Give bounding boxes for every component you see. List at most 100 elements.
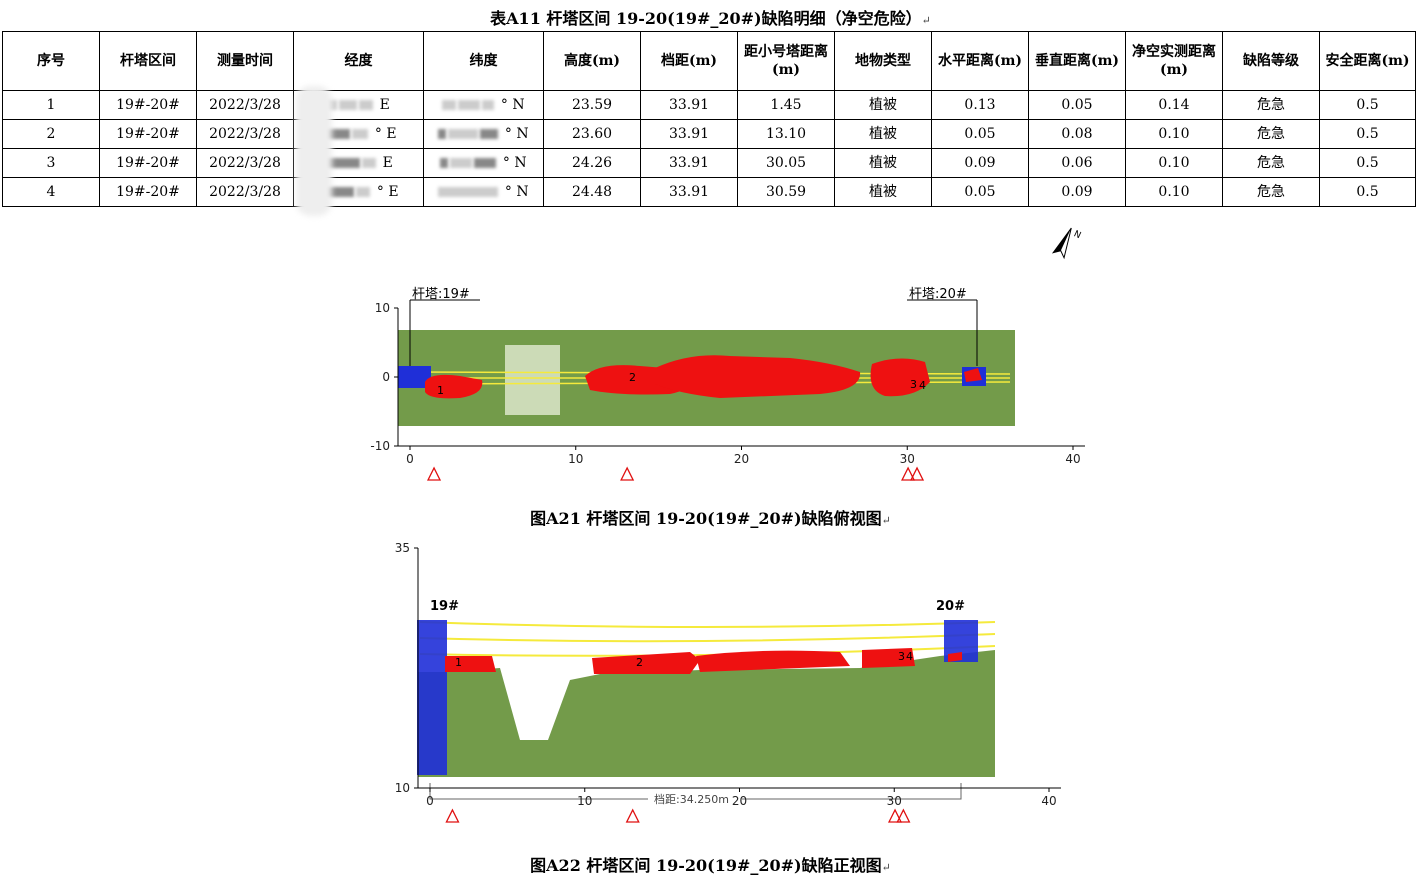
tower-19-label: 19# xyxy=(430,599,459,614)
cell-span-distance: 33.91 xyxy=(640,90,738,120)
cell-safe-distance: 0.5 xyxy=(1319,119,1416,149)
header-cell: 缺陷等级 xyxy=(1222,31,1320,91)
cell-vertical-distance: 0.09 xyxy=(1028,177,1126,207)
front-view-figure: 19# 20# 1 2 3 4 档距:34.250m xyxy=(417,599,996,806)
figure-top-caption: 图A21 杆塔区间 19-20(19#_20#)缺陷俯视图↵ xyxy=(530,509,891,528)
defect-marker xyxy=(625,808,640,823)
cell-height: 23.60 xyxy=(543,119,641,149)
cell-latitude: ° N xyxy=(423,177,544,207)
tower-20-label: 杆塔:20# xyxy=(909,287,967,302)
y-tick-label: 0 xyxy=(382,370,390,384)
header-cell: 杆塔区间 xyxy=(99,31,197,91)
defect-marker xyxy=(620,466,635,481)
cell-horizontal-distance: 0.05 xyxy=(931,177,1029,207)
north-arrow-icon: N xyxy=(1051,227,1082,260)
conductor-lines xyxy=(419,621,996,657)
cell-id: 2 xyxy=(2,119,100,149)
x-tick-label: 40 xyxy=(1041,794,1056,808)
vegetation-gap xyxy=(505,345,560,415)
x-tick-label: 0 xyxy=(426,794,434,808)
top-view-figure: 杆塔:19# 杆塔:20# 1 2 3 4 xyxy=(398,287,1015,426)
defect-label-1: 1 xyxy=(455,656,462,669)
compass-label: N xyxy=(1072,229,1082,241)
defect-table: 序号 杆塔区间 测量时间 经度 纬度 高度(m) 档距(m) 距小号塔距离(m)… xyxy=(2,31,1416,207)
figure-front-caption: 图A22 杆塔区间 19-20(19#_20#)缺陷正视图↵ xyxy=(530,856,891,875)
header-cell: 水平距离(m) xyxy=(931,31,1029,91)
defect-areas xyxy=(445,648,962,674)
cell-id: 3 xyxy=(2,148,100,178)
redaction-blur xyxy=(296,86,332,216)
y-tick-label: 10 xyxy=(395,781,410,795)
y-tick-label: 10 xyxy=(375,301,390,315)
cell-id: 1 xyxy=(2,90,100,120)
header-cell: 高度(m) xyxy=(543,31,641,91)
cell-vertical-distance: 0.06 xyxy=(1028,148,1126,178)
cell-time: 2022/3/28 xyxy=(196,90,294,120)
cell-clearance: 0.10 xyxy=(1125,119,1223,149)
cell-vertical-distance: 0.08 xyxy=(1028,119,1126,149)
cell-feature-type: 植被 xyxy=(834,177,932,207)
x-tick-label: 30 xyxy=(887,794,902,808)
defect-marker xyxy=(887,808,903,823)
header-cell: 序号 xyxy=(2,31,100,91)
x-tick-label: 10 xyxy=(577,794,592,808)
x-tick-label: 30 xyxy=(900,452,915,466)
cell-vertical-distance: 0.05 xyxy=(1028,90,1126,120)
y-tick-label: 35 xyxy=(395,541,410,555)
top-view-axes: 0 10 20 30 40 -10 0 10 xyxy=(370,301,1085,481)
cell-span-distance: 33.91 xyxy=(640,119,738,149)
defect-marker xyxy=(426,466,442,481)
cell-id: 4 xyxy=(2,177,100,207)
defect-marker xyxy=(909,466,925,481)
table-caption: 表A11 杆塔区间 19-20(19#_20#)缺陷明细（净空危险）↵ xyxy=(490,9,931,28)
table-row: 4 19#-20# 2022/3/28 ° E ° N 24.48 33.91 … xyxy=(2,177,1416,207)
tower-20-callout: 杆塔:20# xyxy=(907,287,978,366)
x-tick-label: 20 xyxy=(734,452,749,466)
cell-safe-distance: 0.5 xyxy=(1319,148,1416,178)
defect-marker xyxy=(896,808,911,823)
cell-span: 19#-20# xyxy=(99,177,197,207)
cell-distance-small-tower: 13.10 xyxy=(737,119,835,149)
cell-height: 24.26 xyxy=(543,148,641,178)
cell-span: 19#-20# xyxy=(99,148,197,178)
defect-label-1: 1 xyxy=(437,384,444,397)
defect-label-4: 4 xyxy=(919,379,926,392)
x-tick-label: 0 xyxy=(406,452,414,466)
header-cell: 纬度 xyxy=(423,31,544,91)
span-distance-label: 档距:34.250m xyxy=(654,792,729,806)
cell-distance-small-tower: 30.05 xyxy=(737,148,835,178)
tower-20-label: 20# xyxy=(936,599,965,614)
cell-clearance: 0.10 xyxy=(1125,177,1223,207)
cell-horizontal-distance: 0.05 xyxy=(931,119,1029,149)
header-cell: 地物类型 xyxy=(834,31,932,91)
defect-areas xyxy=(425,355,982,399)
x-tick-label: 20 xyxy=(732,794,747,808)
defect-label-2: 2 xyxy=(629,371,636,384)
defect-marker xyxy=(445,808,460,823)
table-header-row: 序号 杆塔区间 测量时间 经度 纬度 高度(m) 档距(m) 距小号塔距离(m)… xyxy=(2,31,1416,91)
x-tick-label: 40 xyxy=(1065,452,1080,466)
defect-label-3: 3 xyxy=(910,378,917,391)
vegetation-mass xyxy=(418,650,995,777)
tower-19-pointcloud xyxy=(417,620,447,775)
cell-span-distance: 33.91 xyxy=(640,177,738,207)
defect-label-2: 2 xyxy=(636,656,643,669)
cell-defect-level: 危急 xyxy=(1222,148,1320,178)
defect-marker xyxy=(901,466,916,481)
cell-span-distance: 33.91 xyxy=(640,148,738,178)
cell-safe-distance: 0.5 xyxy=(1319,90,1416,120)
cell-safe-distance: 0.5 xyxy=(1319,177,1416,207)
tower-19-pointcloud xyxy=(398,366,431,388)
cell-time: 2022/3/28 xyxy=(196,177,294,207)
cell-height: 24.48 xyxy=(543,177,641,207)
tower-19-callout: 杆塔:19# xyxy=(409,287,480,366)
cell-clearance: 0.14 xyxy=(1125,90,1223,120)
header-cell: 经度 xyxy=(293,31,424,91)
tower-19-label: 杆塔:19# xyxy=(412,287,470,302)
front-view-axes: 0 10 20 30 40 10 35 xyxy=(395,541,1061,823)
y-tick-label: -10 xyxy=(370,439,390,453)
cell-feature-type: 植被 xyxy=(834,90,932,120)
x-tick-label: 10 xyxy=(568,452,583,466)
defect-label-3: 3 xyxy=(898,650,905,663)
